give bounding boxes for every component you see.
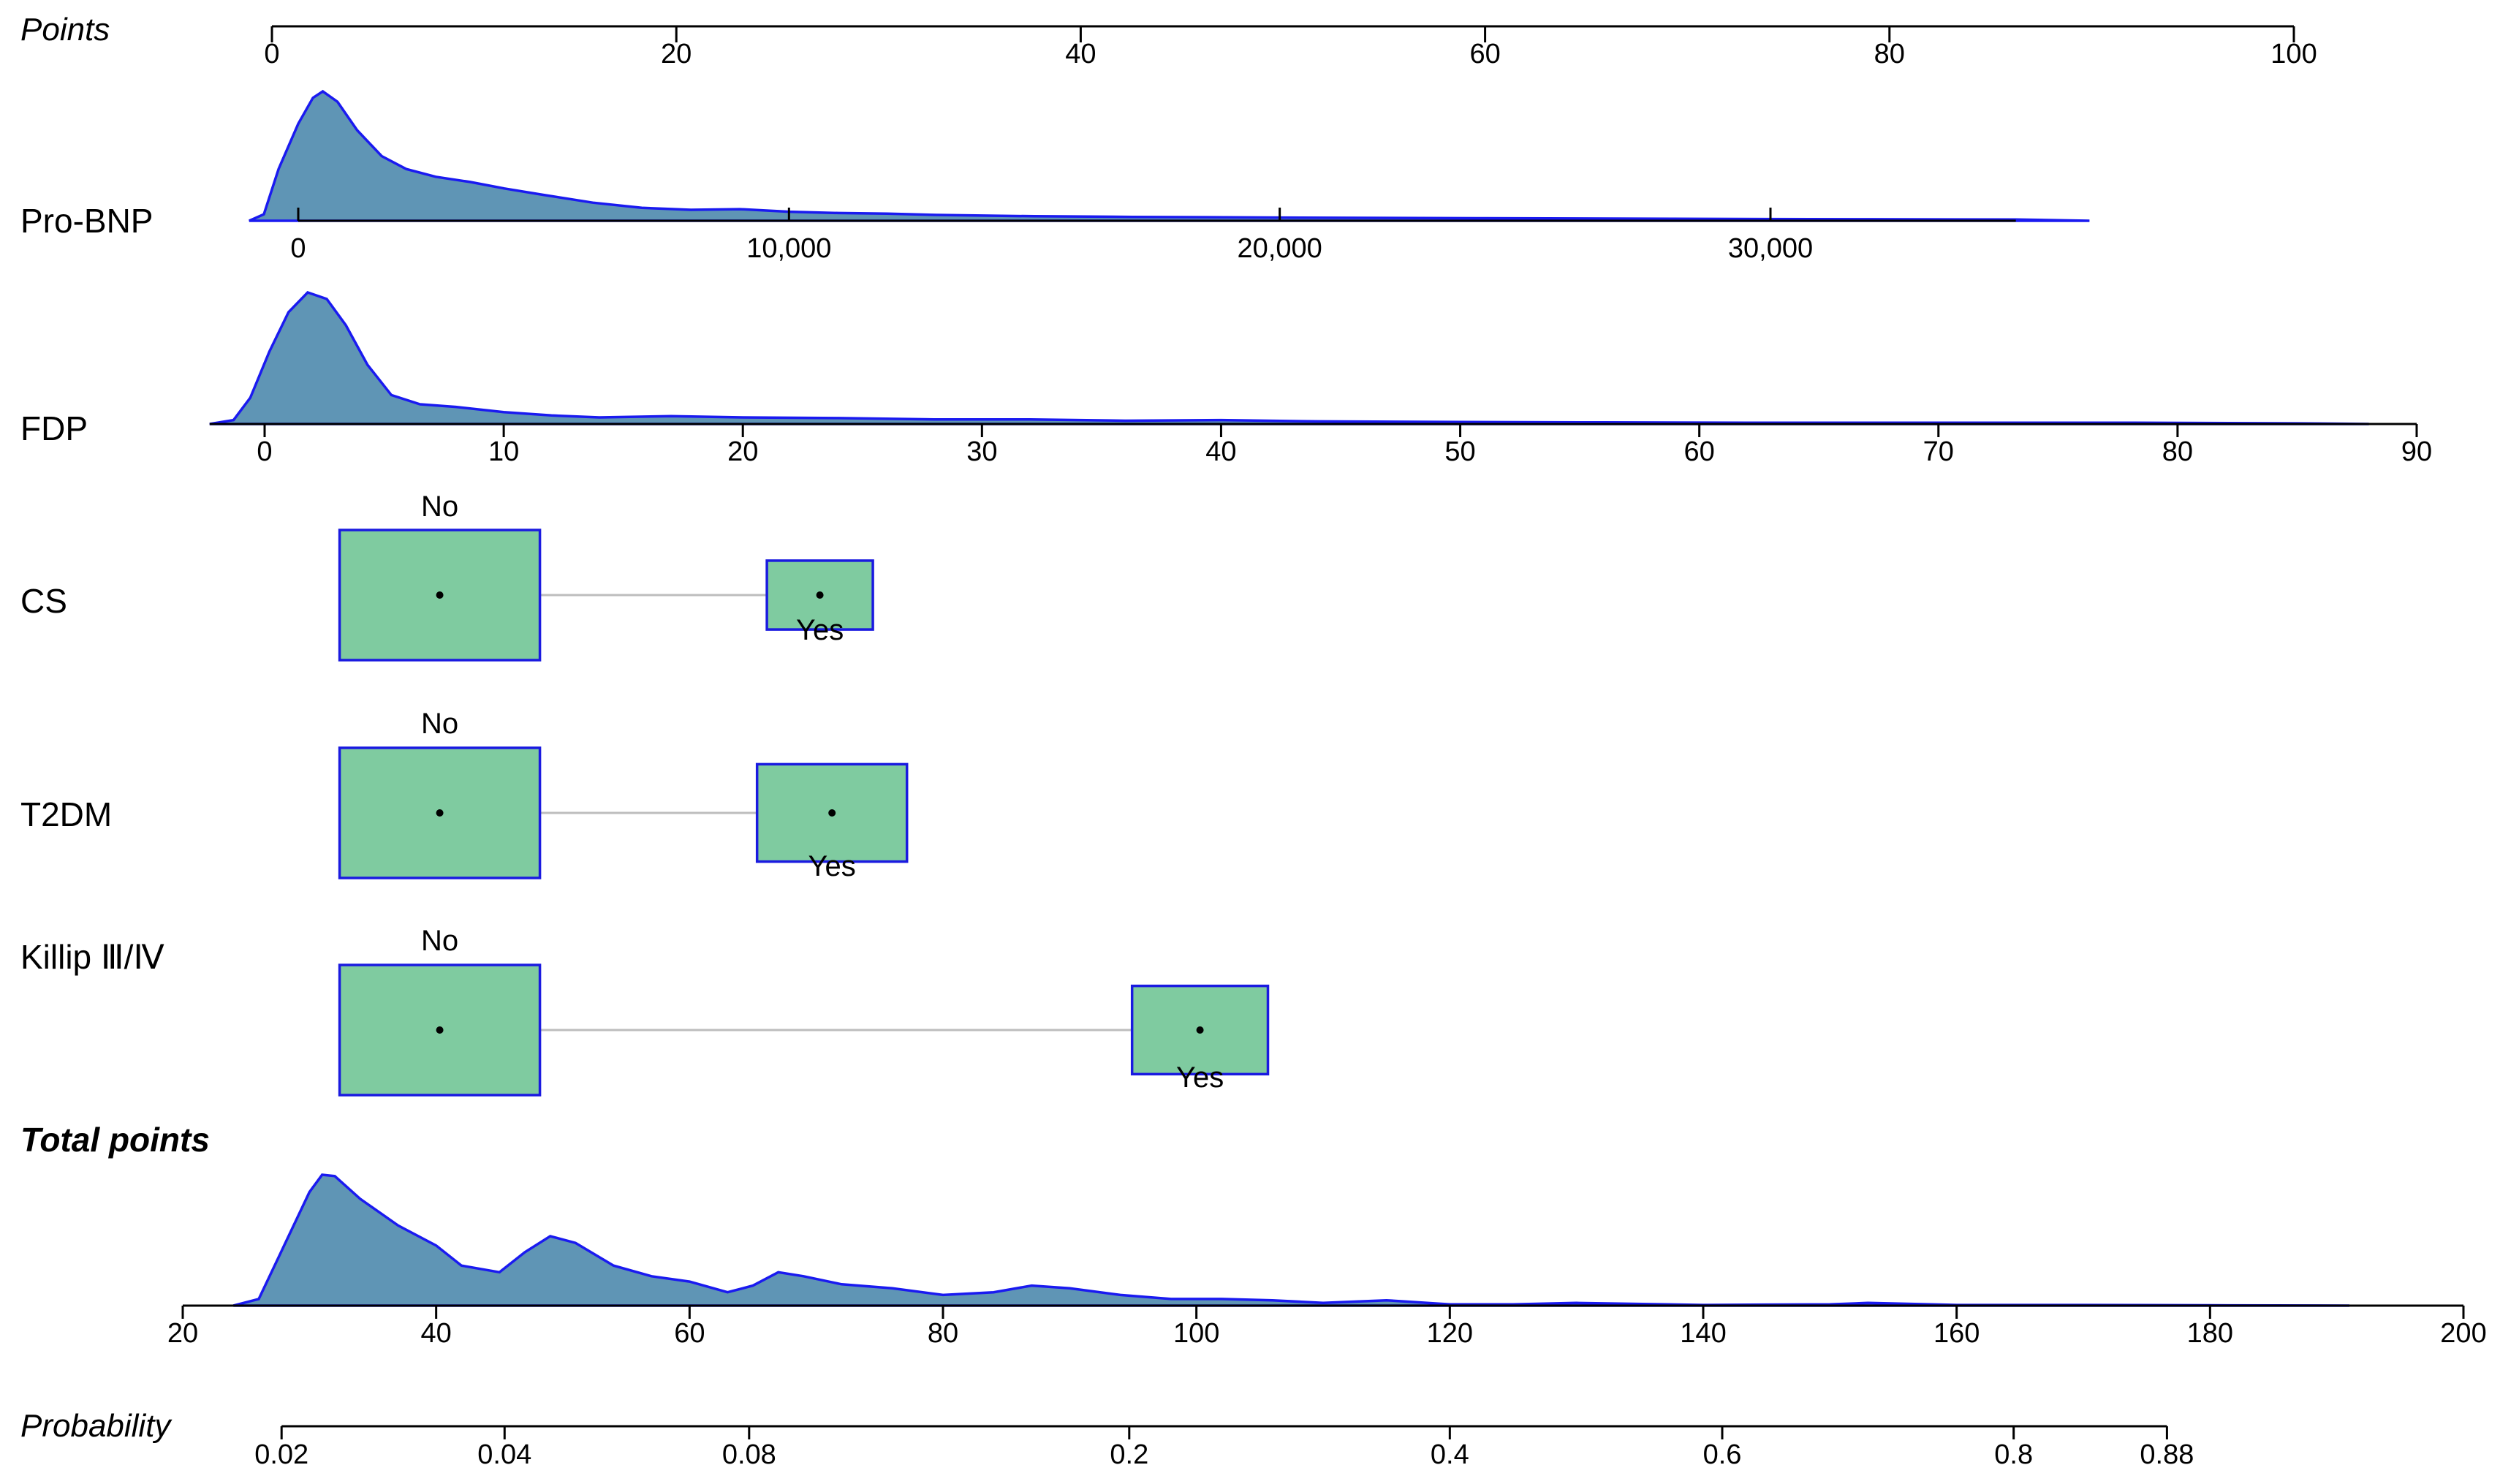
total-points-tick-label-80: 80 [928,1318,958,1349]
probability-tick-label-0-08: 0.08 [722,1439,776,1470]
total-points-tick-label-20: 20 [167,1318,198,1349]
fdp-tick-label-10: 10 [488,436,519,467]
total-points-row: 20 40 60 80 100 120 140 160 180 200 [167,1173,2487,1349]
fdp-tick-label-90: 90 [2401,436,2432,467]
fdp-tick-label-80: 80 [2162,436,2193,467]
probability-label: Probability [20,1408,173,1444]
probability-axis: 0.02 0.04 0.08 0.2 0.4 0.6 0.8 0.88 [254,1425,2194,1470]
probability-tick-label-0-02: 0.02 [254,1439,308,1470]
points-axis: 0 20 40 60 80 100 [264,25,2317,69]
probability-tick-label-0-8: 0.8 [1994,1439,2033,1470]
t2dm-category-no: No [421,708,458,740]
killip-label: Killip Ⅲ/Ⅳ [20,938,164,976]
t2dm-dot-yes [828,809,836,817]
fdp-tick-label-20: 20 [727,436,758,467]
t2dm-dot-no [436,809,444,817]
fdp-density [209,290,2369,425]
cs-category-no: No [421,491,458,523]
points-label: Points [20,12,110,48]
total-points-tick-label-40: 40 [421,1318,452,1349]
killip-category-no: No [421,925,458,957]
points-tick-label-100: 100 [2270,39,2317,69]
probnp-density [249,89,2090,222]
points-tick-label-60: 60 [1469,39,1500,69]
cs-dot-no [436,591,444,599]
total-points-tick-label-100: 100 [1173,1318,1219,1349]
probnp-tick-label-30-000: 30,000 [1728,233,1813,264]
probnp-tick-label-0: 0 [290,233,306,264]
probability-tick-label-0-2: 0.2 [1110,1439,1148,1470]
points-tick-label-20: 20 [661,39,692,69]
fdp-label: FDP [20,409,88,447]
probability-tick-label-0-88: 0.88 [2140,1439,2194,1470]
fdp-tick-label-30: 30 [966,436,997,467]
total-points-tick-label-120: 120 [1427,1318,1473,1349]
t2dm-label: T2DM [20,795,112,833]
fdp-tick-label-70: 70 [1923,436,1954,467]
probability-tick-label-0-04: 0.04 [477,1439,531,1470]
probnp-tick-label-20-000: 20,000 [1238,233,1322,264]
cs-category-yes: Yes [796,614,844,646]
fdp-tick-label-40: 40 [1205,436,1236,467]
probnp-tick-label-10-000: 10,000 [746,233,831,264]
points-tick-label-80: 80 [1874,39,1905,69]
killip-row: No Yes [338,925,1270,1097]
total-points-label: Total points [20,1121,210,1159]
killip-dot-no [436,1026,444,1034]
t2dm-category-yes: Yes [808,850,856,882]
points-tick-label-40: 40 [1065,39,1096,69]
probability-tick-label-0-6: 0.6 [1703,1439,1742,1470]
total-points-tick-label-200: 200 [2440,1318,2486,1349]
fdp-row: 0 10 20 30 40 50 60 70 80 90 [209,290,2432,467]
total-points-tick-label-180: 180 [2187,1318,2233,1349]
killip-dot-yes [1196,1026,1204,1034]
cs-row: No Yes [338,491,874,662]
probnp-label: Pro-BNP [20,202,153,240]
points-tick-label-0: 0 [264,39,279,69]
fdp-tick-label-0: 0 [257,436,272,467]
total-points-tick-label-140: 140 [1680,1318,1726,1349]
total-points-tick-label-160: 160 [1933,1318,1980,1349]
cs-dot-yes [816,591,824,599]
killip-category-yes: Yes [1176,1061,1224,1094]
total-points-density [232,1173,2350,1307]
cs-label: CS [20,582,67,620]
t2dm-row: No Yes [338,708,909,882]
fdp-tick-label-50: 50 [1444,436,1475,467]
probability-tick-label-0-4: 0.4 [1431,1439,1469,1470]
total-points-tick-label-60: 60 [674,1318,705,1349]
fdp-tick-label-60: 60 [1684,436,1715,467]
probnp-row: 0 10,000 20,000 30,000 [249,89,2090,264]
